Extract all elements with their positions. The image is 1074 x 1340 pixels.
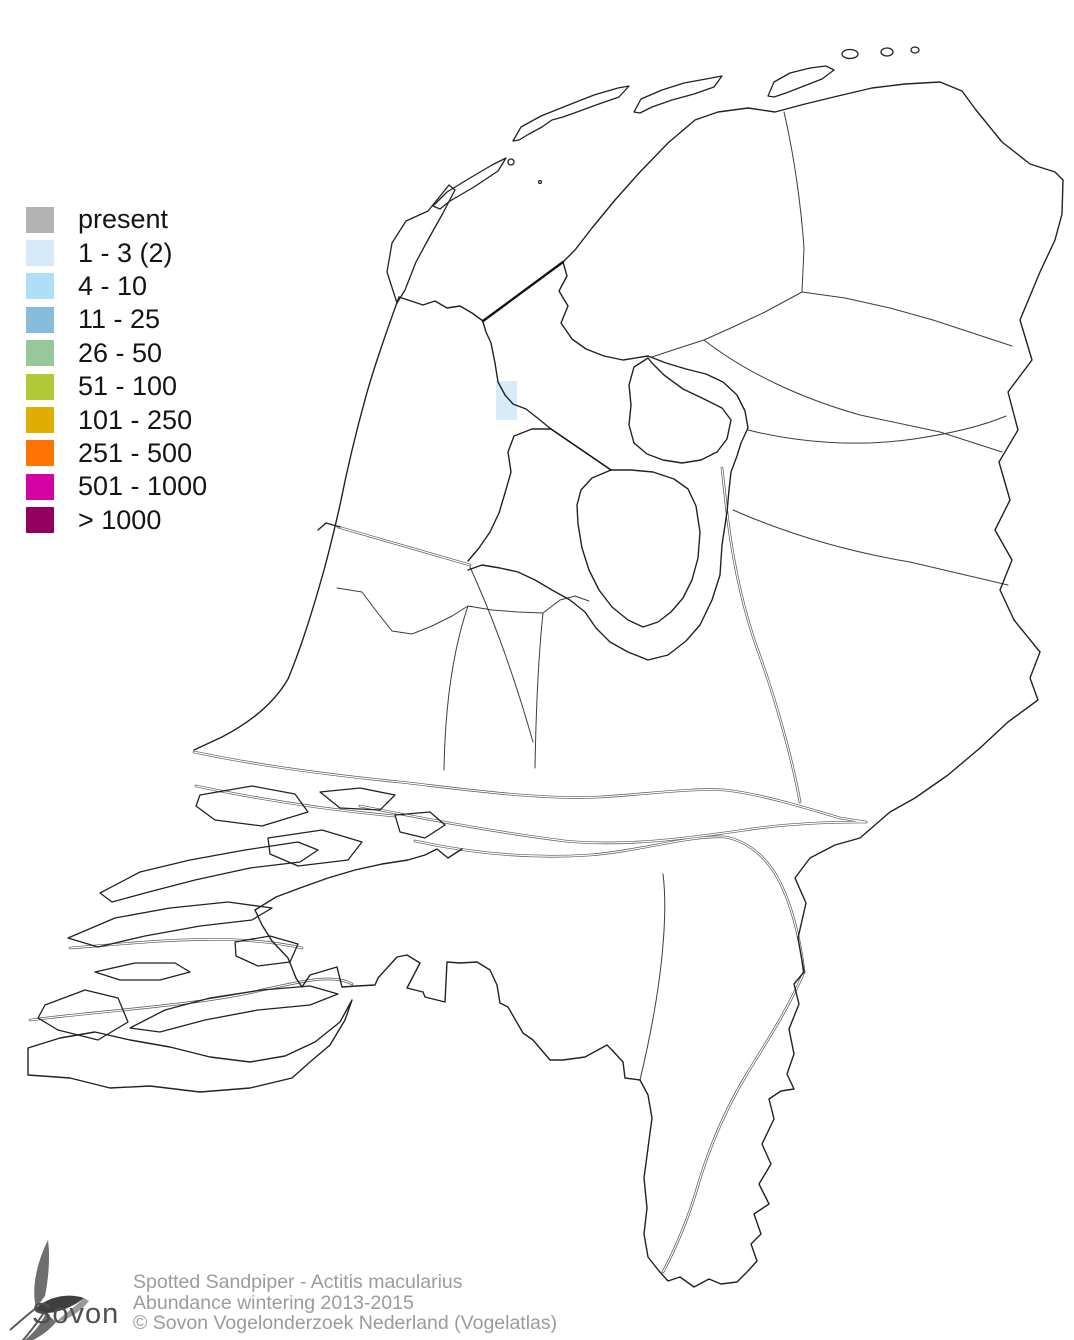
legend-row: 501 - 1000	[26, 470, 207, 503]
afsluitdijk-line	[481, 260, 565, 323]
legend-row: 101 - 250	[26, 403, 207, 436]
legend-color-swatch	[26, 440, 54, 467]
delta-islands	[37, 785, 446, 1041]
province-borders	[336, 111, 1013, 1081]
dikes	[481, 260, 612, 471]
legend-row: 1 - 3 (2)	[26, 236, 207, 269]
legend-row: present	[26, 203, 207, 236]
legend-color-swatch	[26, 273, 54, 300]
legend-row: 26 - 50	[26, 337, 207, 370]
sovon-logo-text: Sovon	[32, 1298, 120, 1330]
coastline	[27, 81, 1064, 1288]
legend-label: 101 - 250	[78, 404, 193, 435]
legend-color-swatch	[26, 306, 54, 333]
copyright-line: © Sovon Vogelonderzoek Nederland (Vogela…	[133, 1312, 558, 1334]
legend-row: 251 - 500	[26, 437, 207, 470]
legend-label: 251 - 500	[78, 437, 193, 468]
map-subtitle: Abundance wintering 2013-2015	[133, 1291, 414, 1314]
legend-label: 26 - 50	[78, 337, 163, 368]
legend-label: > 1000	[78, 504, 162, 535]
legend-label: 1 - 3 (2)	[78, 237, 173, 268]
sovon-logo: Sovon	[8, 1236, 138, 1336]
rivers	[28, 466, 868, 1274]
legend-color-swatch	[26, 340, 54, 367]
legend-color-swatch	[26, 373, 54, 400]
legend-row: 51 - 100	[26, 370, 207, 403]
legend-label: 4 - 10	[78, 270, 148, 301]
legend-label: 11 - 25	[78, 304, 161, 335]
legend-row: 4 - 10	[26, 270, 207, 303]
legend-row: > 1000	[26, 504, 207, 537]
legend-label: 51 - 100	[78, 371, 178, 402]
legend-color-swatch	[26, 206, 54, 233]
houtribdijk-line	[550, 428, 612, 471]
map-credits: Spotted Sandpiper - Actitis macularius A…	[133, 1272, 557, 1334]
legend-color-swatch	[26, 473, 54, 500]
legend-label: present	[78, 204, 169, 235]
legend-color-swatch	[26, 240, 54, 267]
legend: present 1 - 3 (2) 4 - 10 11 - 25 26 - 50	[26, 203, 207, 537]
wadden-islands	[386, 46, 920, 304]
legend-row: 11 - 25	[26, 303, 207, 336]
highlight-cell	[496, 381, 517, 420]
legend-color-swatch	[26, 507, 54, 534]
species-title: Spotted Sandpiper - Actitis macularius	[133, 1271, 463, 1293]
legend-color-swatch	[26, 407, 54, 434]
sovon-swallow-logo	[9, 1240, 89, 1340]
legend-label: 501 - 1000	[78, 471, 208, 502]
